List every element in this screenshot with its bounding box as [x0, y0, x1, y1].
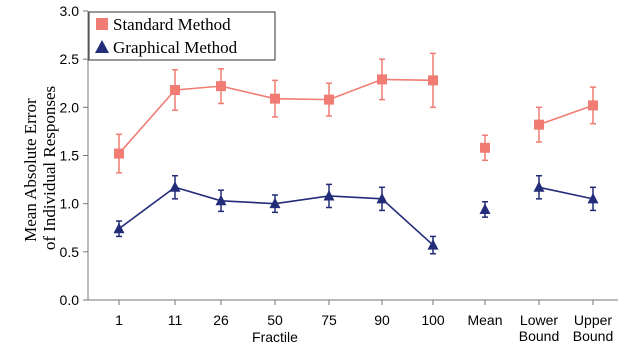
- legend-label-graphical: Graphical Method: [113, 38, 238, 57]
- series-line: [538, 186, 594, 200]
- y-tick-label: 1.5: [60, 148, 80, 164]
- data-point: [480, 142, 490, 153]
- x-axis-title: Fractile: [252, 329, 298, 345]
- y-tick-label: 0.0: [60, 292, 80, 308]
- x-tick-label: 90: [374, 312, 390, 328]
- series-layer: [113, 52, 599, 255]
- data-point: [323, 189, 335, 201]
- y-tick-label: 2.0: [60, 99, 80, 115]
- data-point: [377, 74, 387, 85]
- legend-box: [88, 11, 276, 61]
- y-axis-title-line-2: of Individual Responses: [40, 86, 59, 250]
- y-tick-label: 3.0: [60, 3, 80, 19]
- data-point: [114, 148, 124, 159]
- data-point: [169, 181, 181, 192]
- series-graphical-method: [113, 174, 599, 255]
- x-tick-label: Lower Bound: [519, 312, 559, 344]
- legend-label-standard: Standard Method: [113, 15, 231, 34]
- data-point: [216, 81, 226, 92]
- y-tick-label: 2.5: [60, 51, 80, 67]
- x-tick-label: 26: [213, 312, 229, 328]
- data-point: [588, 100, 598, 111]
- x-tick-label: 11: [168, 312, 183, 328]
- y-axis-title: Mean Absolute Error of Individual Respon…: [21, 86, 59, 250]
- series-line: [118, 186, 434, 246]
- data-point: [427, 239, 439, 250]
- data-point: [587, 192, 599, 204]
- data-point: [534, 119, 544, 130]
- data-point: [215, 194, 227, 206]
- x-tick-label: Mean: [467, 312, 502, 328]
- legend-marker-standard: [96, 18, 108, 30]
- x-tick-label: 100: [421, 312, 445, 328]
- y-tick-label: 1.0: [60, 196, 80, 212]
- y-ticks: 0.0 0.5 1.0 1.5 2.0 2.5 3.0: [60, 3, 88, 308]
- y-axis-title-line-1: Mean Absolute Error: [21, 98, 40, 242]
- x-tick-label: 50: [267, 312, 283, 328]
- data-point: [170, 84, 180, 95]
- data-point: [270, 93, 280, 104]
- data-point: [113, 222, 125, 234]
- data-point: [324, 94, 334, 105]
- legend: Standard Method Graphical Method: [88, 11, 276, 61]
- x-tick-label: Upper Bound: [573, 312, 613, 344]
- data-point: [479, 203, 491, 214]
- series-line: [538, 104, 594, 126]
- x-tick-label: 1: [115, 312, 123, 328]
- series-standard-method: [114, 52, 598, 174]
- y-tick-label: 0.5: [60, 244, 80, 260]
- data-point: [269, 197, 281, 209]
- legend-marker-graphical: [95, 40, 109, 53]
- data-point: [533, 181, 545, 192]
- data-point: [376, 192, 388, 204]
- data-point: [428, 75, 438, 86]
- x-tick-label: 75: [321, 312, 337, 328]
